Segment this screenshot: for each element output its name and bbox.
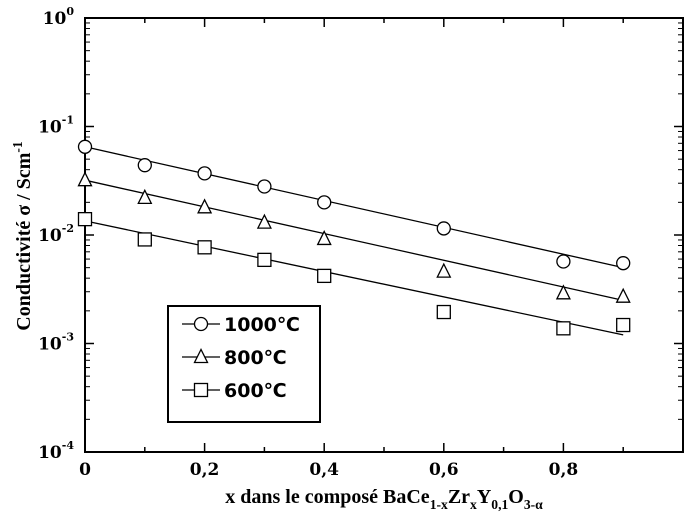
y-tick-label: 10-2 [38, 222, 74, 246]
series-circle [77, 139, 631, 271]
data-point [555, 284, 571, 300]
legend-marker-circle [193, 316, 209, 332]
fit-line [84, 179, 624, 301]
fit-line [84, 220, 624, 336]
data-point [197, 240, 212, 255]
data-point [137, 188, 153, 204]
x-tick-label: 0 [79, 460, 91, 480]
data-point [436, 304, 451, 320]
data-point [256, 213, 272, 229]
legend-marker-triangle [193, 348, 209, 364]
data-point [616, 317, 631, 333]
y-axis-title: Conductivité σ / Scm-1 [10, 141, 35, 331]
series-triangle [77, 171, 631, 303]
legend-label: 600℃ [224, 380, 287, 402]
legend-label: 1000℃ [224, 314, 300, 336]
data-point [556, 254, 571, 269]
data-point [436, 221, 451, 236]
y-tick-label: 10-1 [38, 114, 74, 138]
x-tick-label: 0,6 [429, 460, 459, 480]
x-axis-title: x dans le composé BaCe1-xZrxY0,1O3-α [225, 486, 543, 512]
data-point [317, 268, 332, 284]
data-point [616, 256, 631, 271]
x-tick-label: 0,4 [309, 460, 339, 480]
data-point [197, 166, 212, 181]
data-point [137, 232, 152, 247]
data-point [257, 179, 272, 194]
data-point [77, 139, 93, 154]
data-point [77, 171, 93, 187]
data-point [197, 198, 213, 214]
y-tick-label: 10-4 [38, 439, 74, 463]
legend: 1000℃ 800℃ 600℃ [167, 305, 321, 423]
data-point [317, 195, 332, 210]
y-tick-label: 100 [43, 5, 75, 29]
data-point [615, 287, 631, 303]
x-tick-label: 0,8 [549, 460, 579, 480]
data-point [77, 211, 93, 227]
data-point [137, 158, 152, 173]
fit-line [84, 146, 624, 269]
x-tick-label: 0,2 [190, 460, 220, 480]
legend-box [167, 305, 321, 423]
data-point [257, 252, 272, 268]
y-tick-label: 10-3 [38, 331, 74, 355]
legend-marker-square [193, 382, 209, 398]
series-square [77, 211, 631, 336]
data-point [436, 262, 452, 278]
data-point [316, 229, 332, 246]
data-point [556, 321, 571, 336]
legend-label: 800℃ [224, 347, 287, 369]
